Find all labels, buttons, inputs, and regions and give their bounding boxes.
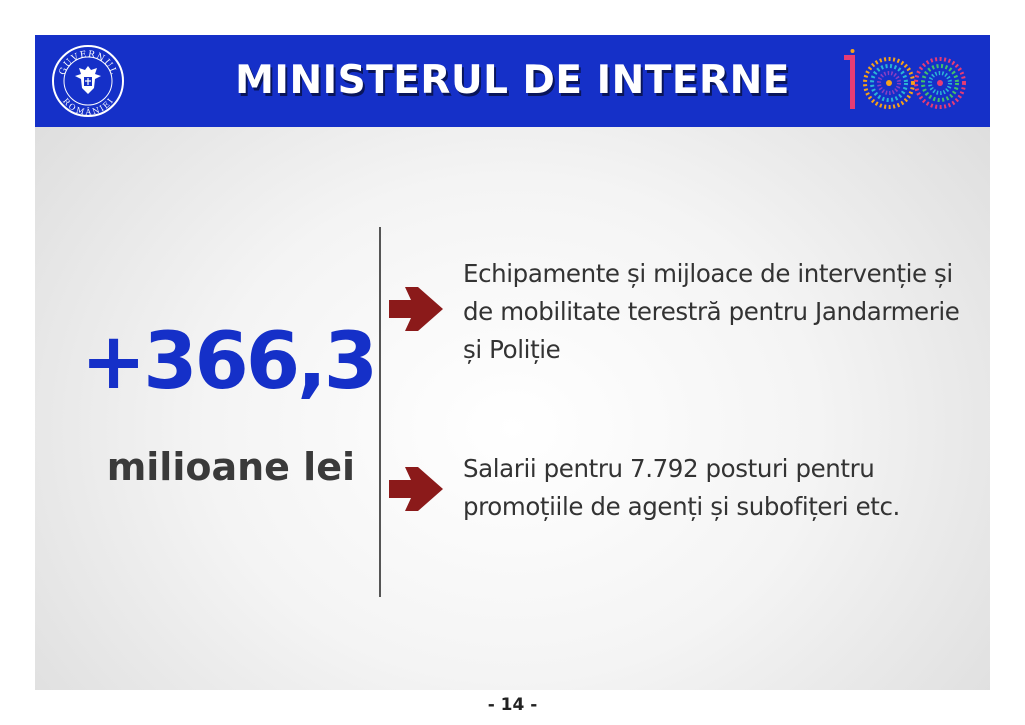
header-bar: GUVERNUL ROMÂNIEI MINISTERUL DE INTERNE [35,35,990,127]
list-item: Echipamente și mijloace de intervenție ș… [463,255,983,369]
page-number: - 14 - [0,695,1025,715]
vertical-divider [379,227,381,597]
highlight-amount: +366,3 [55,323,375,401]
highlight-unit: milioane lei [55,448,355,486]
list-item: Salarii pentru 7.792 posturi pentru prom… [463,450,983,526]
arrow-right-icon [389,287,443,331]
arrow-right-icon [389,467,443,511]
slide: GUVERNUL ROMÂNIEI MINISTERUL DE INTERNE [35,35,990,690]
centenary-100-logo-icon [844,43,972,119]
